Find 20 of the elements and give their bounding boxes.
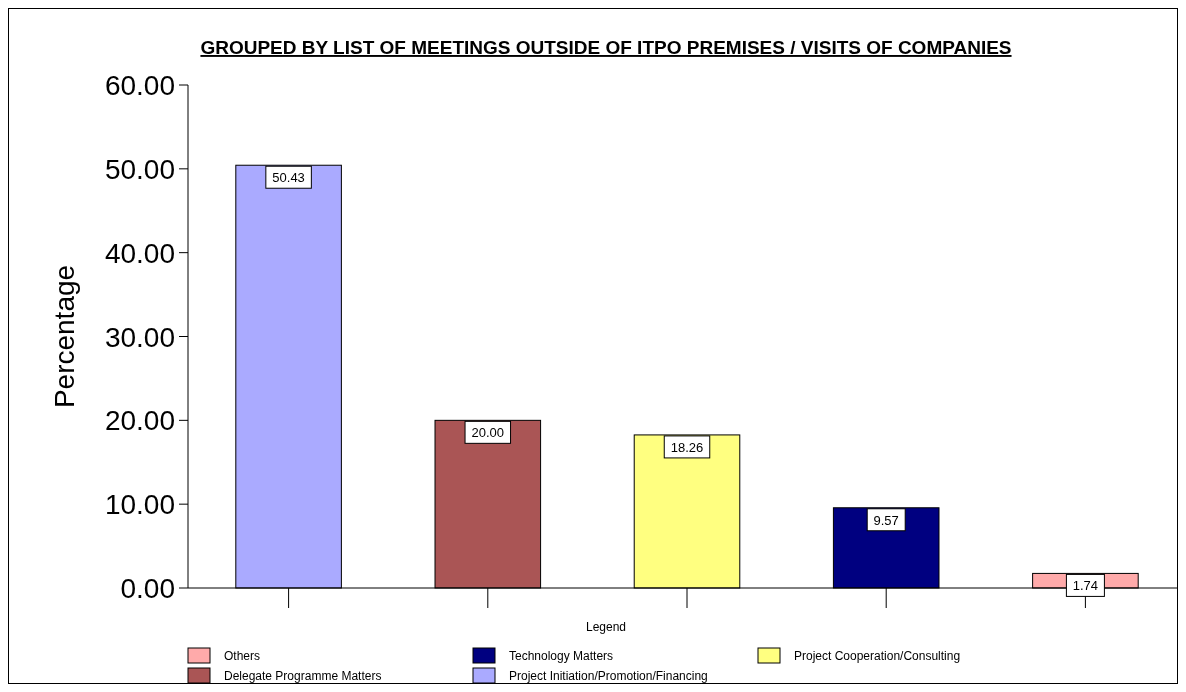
legend-label: Project Cooperation/Consulting xyxy=(794,649,961,663)
y-tick-label: 50.00 xyxy=(104,153,175,185)
chart-title: GROUPED BY LIST OF MEETINGS OUTSIDE OF ITPO PREMISES / VISITS OF COMPANIES xyxy=(200,37,1012,58)
y-axis-title: Percentage xyxy=(49,264,80,409)
y-tick-label: 20.00 xyxy=(104,405,175,437)
y-tick-label: 0.00 xyxy=(120,573,175,604)
data-label: 50.43 xyxy=(272,170,305,186)
y-tick-label: 40.00 xyxy=(104,237,175,269)
data-label: 18.26 xyxy=(670,439,704,455)
y-tick-label: 60.00 xyxy=(104,70,175,101)
data-label: 1.74 xyxy=(1072,578,1099,594)
legend-label: Technology Matters xyxy=(509,649,614,663)
data-label: 9.57 xyxy=(873,512,899,528)
y-tick-label: 30.00 xyxy=(104,321,175,353)
y-tick-label: 10.00 xyxy=(104,489,175,521)
legend-label: Delegate Programme Matters xyxy=(224,669,382,683)
legend-label: Project Initiation/Promotion/Financing xyxy=(509,669,708,683)
legend-title: Legend xyxy=(585,620,627,634)
legend-label: Others xyxy=(224,649,261,663)
data-label: 20.00 xyxy=(471,425,505,441)
